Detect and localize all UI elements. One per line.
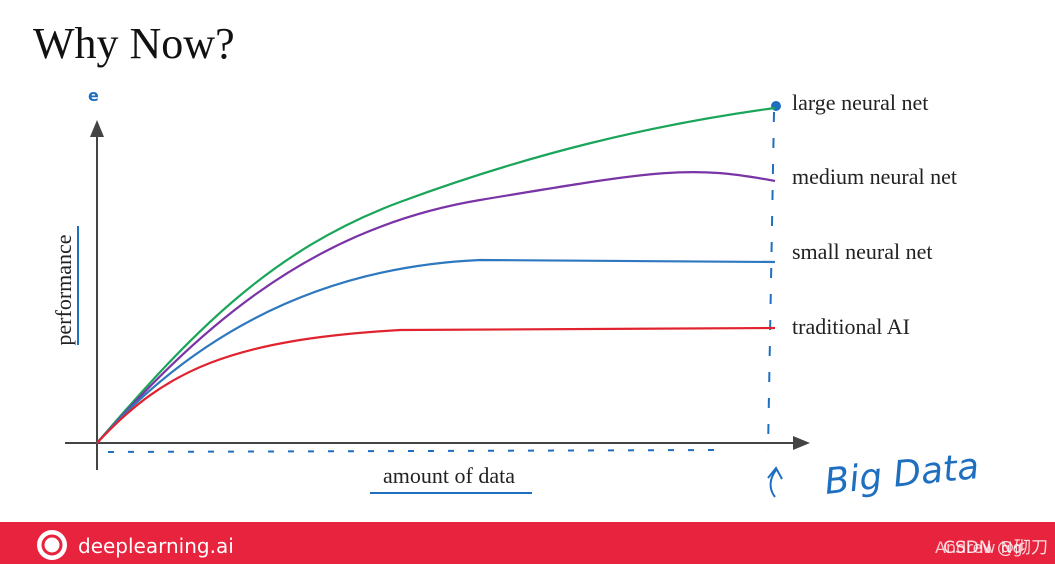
footer-band [0,522,1055,564]
curve-label: medium neural net [792,164,957,189]
curve-label: traditional AI [792,314,910,339]
y-arrow [90,120,104,137]
slide-title: Why Now? [33,19,235,68]
big-data-note: Big Data [823,446,981,503]
brand-logo-ring [41,534,63,556]
pen-mark: e [88,86,99,105]
x-arrow [793,436,810,450]
brand-logo [37,530,67,560]
y-axis-label: performance [51,234,76,345]
x-axis-label: amount of data [383,463,515,488]
big-data-marker [767,111,775,451]
curve-label: large neural net [792,90,928,115]
brand-name: deeplearning.ai [78,534,234,558]
watermark: CSDN @砌刀 [943,538,1048,558]
data-dash [107,449,726,453]
author: Andrew Ng [935,538,1023,557]
large-net-curve [96,106,776,444]
small-net-curve [96,258,776,444]
medium-net-curve [96,170,776,444]
traditional-ai-curve [96,326,776,444]
marker-dot [771,101,781,111]
arrow-up [767,466,783,498]
curve-label: small neural net [792,239,933,264]
